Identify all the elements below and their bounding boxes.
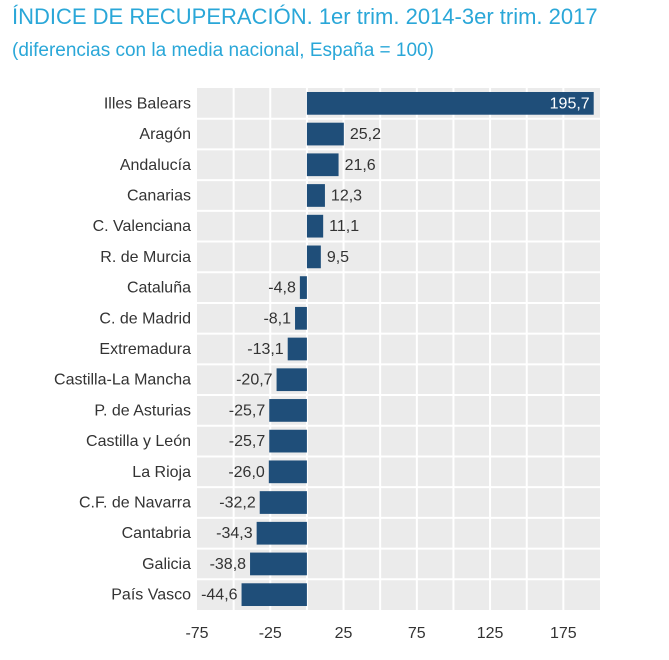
value-label: 9,5 [327, 249, 349, 266]
bar [268, 460, 307, 484]
category-label: Cantabria [122, 525, 191, 542]
category-label: R. de Murcia [100, 249, 191, 266]
bar [269, 429, 307, 453]
bar [269, 399, 307, 422]
category-label: C.F. de Navarra [79, 495, 191, 512]
value-label: -4,8 [268, 280, 296, 297]
value-label: -25,7 [229, 433, 266, 450]
x-tick-label: 25 [335, 625, 353, 642]
value-label: -25,7 [229, 402, 266, 419]
value-label: 195,7 [550, 95, 590, 112]
x-tick-label: -25 [259, 625, 282, 642]
x-tick-label: 175 [550, 625, 577, 642]
value-label: 12,3 [331, 187, 362, 204]
category-label: La Rioja [132, 464, 191, 481]
value-label: 25,2 [350, 126, 381, 143]
chart-title: ÍNDICE DE RECUPERACIÓN. 1er trim. 2014-3… [12, 4, 598, 29]
x-tick-label: -75 [185, 625, 208, 642]
x-tick-label: 125 [477, 625, 504, 642]
category-label: País Vasco [111, 587, 191, 604]
category-label: Aragón [139, 126, 191, 143]
category-label: Canarias [127, 187, 191, 204]
bar [306, 184, 325, 207]
bar [241, 583, 307, 607]
category-label: Galicia [142, 556, 191, 573]
value-label: -32,2 [219, 495, 256, 512]
value-label: -13,1 [247, 341, 284, 358]
category-label: C. de Madrid [99, 310, 191, 327]
bar [306, 214, 324, 238]
value-label: -26,0 [228, 464, 265, 481]
value-label: -20,7 [236, 372, 273, 389]
bar [295, 306, 307, 330]
value-label: -34,3 [216, 525, 253, 542]
bar [250, 552, 307, 576]
bar [259, 491, 307, 514]
chart-subtitle: (diferencias con la media nacional, Espa… [12, 40, 434, 61]
bar [276, 368, 307, 392]
category-label: Andalucía [120, 157, 191, 174]
category-label: Castilla-La Mancha [54, 372, 191, 389]
value-label: -44,6 [201, 587, 238, 604]
category-label: P. de Asturias [94, 402, 191, 419]
category-label: Cataluña [127, 280, 191, 297]
bar [306, 91, 594, 115]
bar [256, 521, 307, 545]
value-label: -8,1 [263, 310, 291, 327]
category-label: Extremadura [99, 341, 191, 358]
bar [306, 153, 339, 177]
bar [306, 122, 344, 146]
bar [306, 245, 321, 269]
value-label: 21,6 [345, 157, 376, 174]
category-label: Illes Balears [104, 95, 191, 112]
value-label: -38,8 [210, 556, 247, 573]
bar [299, 276, 307, 299]
bar [287, 337, 307, 361]
category-label: C. Valenciana [93, 218, 192, 235]
value-label: 11,1 [329, 218, 359, 235]
category-label: Castilla y León [86, 433, 191, 450]
x-tick-label: 75 [408, 625, 426, 642]
